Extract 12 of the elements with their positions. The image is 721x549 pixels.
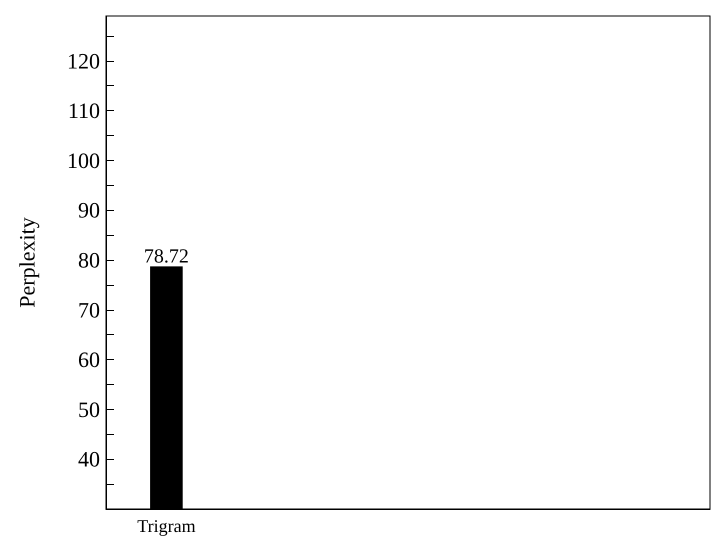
y-tick-label: 70 [78,297,100,322]
y-tick-label: 60 [78,347,100,372]
y-tick-label: 100 [67,148,100,173]
data-label: 78.72 [144,245,189,268]
y-tick-label: 110 [68,98,100,124]
y-tick-label: 40 [78,446,100,472]
y-tick-label: 80 [78,248,100,273]
x-tick-label: Trigram [137,516,196,536]
y-tick-label: 50 [78,396,100,422]
y-axis-title: Perplexity [14,217,40,308]
y-tick-label: 90 [78,198,100,223]
y-tick-label: 120 [67,48,100,74]
